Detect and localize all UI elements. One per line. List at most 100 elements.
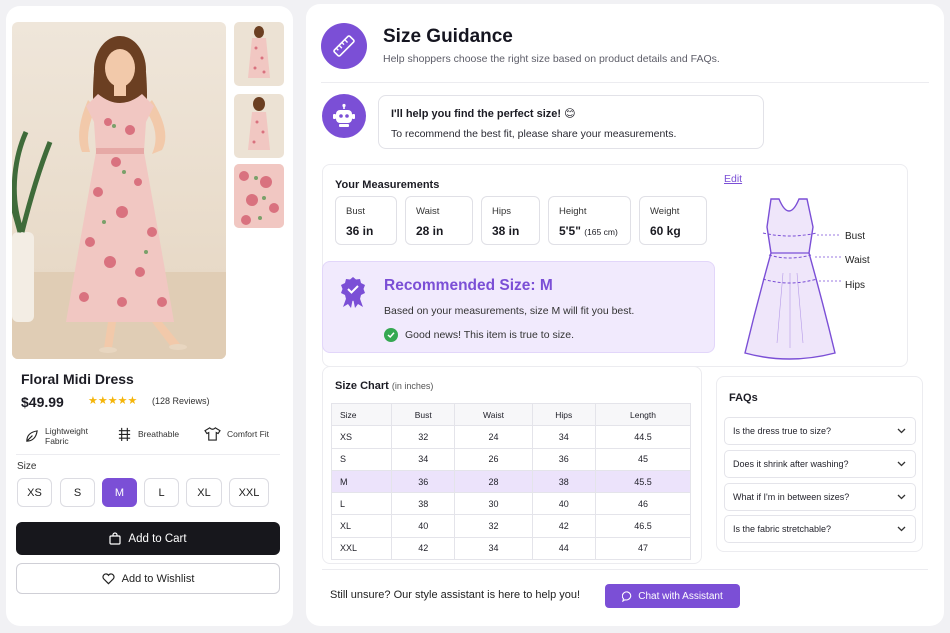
table-cell: 34 <box>390 447 456 471</box>
tshirt-icon <box>204 427 221 441</box>
faq-question: Is the dress true to size? <box>733 426 832 436</box>
chevron-down-icon <box>897 494 906 500</box>
measurement-label: Waist <box>416 206 440 217</box>
product-title: Floral Midi Dress <box>21 371 134 387</box>
measurement-label: Bust <box>346 206 366 217</box>
recommended-size-card: Recommended Size: M Based on your measur… <box>322 261 715 353</box>
feature-breathable: Breathable <box>117 426 179 441</box>
size-option-xs[interactable]: XS <box>17 478 52 507</box>
table-row: S 34 26 36 45 <box>331 447 692 471</box>
table-cell: 42 <box>390 536 456 561</box>
recommended-size-title: Recommended Size: M <box>384 277 553 294</box>
measurement-value: 28 in <box>416 224 444 238</box>
feature-comfort-fit: Comfort Fit <box>204 426 269 441</box>
faq-title: FAQs <box>729 392 758 404</box>
table-cell: 46 <box>594 492 692 516</box>
table-cell: L <box>331 492 392 516</box>
diagram-label-bust: Bust <box>845 231 866 242</box>
measurement-label: Hips <box>492 206 512 217</box>
size-chart-card: Size Chart (in inches) Size Bust Waist H… <box>322 366 702 564</box>
size-option-xxl[interactable]: XXL <box>229 478 269 507</box>
feature-label: Comfort Fit <box>227 428 270 439</box>
product-main-image <box>12 22 226 359</box>
measurement-label: Weight <box>650 206 680 217</box>
table-cell: 32 <box>454 514 533 538</box>
product-price: $49.99 <box>21 394 64 410</box>
chat-button-label: Chat with Assistant <box>638 590 723 602</box>
column-header: Bust <box>390 402 456 427</box>
table-cell: 30 <box>454 492 533 516</box>
measurements-title: Your Measurements <box>335 179 440 191</box>
assistant-prompt-text: Still unsure? Our style assistant is her… <box>330 589 581 601</box>
table-cell: 42 <box>531 514 596 538</box>
faq-item[interactable]: Is the fabric stretchable? <box>724 515 916 543</box>
measurement-value: 5'5" (165 cm) <box>559 224 618 238</box>
table-cell: M <box>331 469 392 494</box>
shopping-bag-icon <box>109 532 122 545</box>
add-to-wishlist-label: Add to Wishlist <box>121 572 195 585</box>
add-to-wishlist-button[interactable]: Add to Wishlist <box>16 563 280 594</box>
assistant-message: I'll help you find the perfect size! 😊 T… <box>378 95 764 149</box>
table-cell: S <box>331 447 392 471</box>
size-chart-units: (in inches) <box>391 381 434 391</box>
table-cell: 46.5 <box>594 514 692 538</box>
product-thumbnail-3[interactable] <box>234 164 284 228</box>
size-option-xl[interactable]: XL <box>186 478 222 507</box>
table-cell: 44.5 <box>594 425 692 449</box>
faq-question: Does it shrink after washing? <box>733 459 849 469</box>
robot-icon <box>322 94 366 138</box>
faq-item[interactable]: What if I'm in between sizes? <box>724 483 916 511</box>
dress-diagram <box>744 198 841 360</box>
size-chart-title: Size Chart (in inches) <box>335 380 433 392</box>
faq-item[interactable]: Is the dress true to size? <box>724 417 916 445</box>
column-header: Length <box>594 402 692 427</box>
reviews-count[interactable]: (128 Reviews) <box>152 396 210 406</box>
measurement-value: 36 in <box>346 224 374 238</box>
chevron-down-icon <box>897 461 906 467</box>
chevron-down-icon <box>897 428 906 434</box>
measurement-label: Height <box>559 206 587 217</box>
true-to-size-text: Good news! This item is true to size. <box>405 329 575 341</box>
assistant-greeting: I'll help you find the perfect size! 😊 <box>391 108 576 120</box>
feature-label: Breathable <box>138 428 180 439</box>
divider <box>16 454 280 455</box>
award-badge-icon <box>341 277 365 308</box>
chat-bubble-icon <box>622 590 632 602</box>
heart-icon <box>102 572 115 584</box>
faq-question: What if I'm in between sizes? <box>733 492 850 502</box>
product-panel: Floral Midi Dress $49.99 ★★★★★ (128 Revi… <box>6 6 293 626</box>
size-option-l[interactable]: L <box>144 478 179 507</box>
table-cell: 26 <box>454 447 533 471</box>
size-guidance-panel: Size Guidance Help shoppers choose the r… <box>306 4 944 626</box>
add-to-cart-label: Add to Cart <box>128 532 187 545</box>
measurement-weight: Weight 60 kg <box>639 196 707 245</box>
table-cell: 44 <box>531 536 596 561</box>
table-cell: 36 <box>531 447 596 471</box>
product-thumbnail-1[interactable] <box>234 22 284 86</box>
size-chart-table: Size Bust Waist Hips Length XS 32 24 34 44.5… <box>331 402 692 561</box>
size-option-s[interactable]: S <box>60 478 95 507</box>
table-cell: 28 <box>454 469 533 494</box>
table-row-highlighted: M 36 28 38 45.5 <box>331 469 692 494</box>
table-row: XS 32 24 34 44.5 <box>331 425 692 449</box>
measurement-bust: Bust 36 in <box>335 196 397 245</box>
measurement-hips: Hips 38 in <box>481 196 540 245</box>
size-option-m[interactable]: M <box>102 478 137 507</box>
page-subtitle: Help shoppers choose the right size base… <box>383 53 720 65</box>
table-cell: 34 <box>454 536 533 561</box>
size-chart-heading: Size Chart <box>335 380 389 392</box>
measurement-waist: Waist 28 in <box>405 196 473 245</box>
table-cell: XXL <box>331 536 392 561</box>
faq-item[interactable]: Does it shrink after washing? <box>724 450 916 478</box>
product-thumbnail-2[interactable] <box>234 94 284 158</box>
diagram-label-hips: Hips <box>845 280 866 291</box>
add-to-cart-button[interactable]: Add to Cart <box>16 522 280 555</box>
table-cell: 24 <box>454 425 533 449</box>
chat-with-assistant-button[interactable]: Chat with Assistant <box>605 584 740 608</box>
edit-measurements-link[interactable]: Edit <box>724 173 743 185</box>
divider <box>322 569 928 570</box>
table-cell: 40 <box>390 514 456 538</box>
ruler-icon <box>321 23 367 69</box>
rating-stars: ★★★★★ <box>88 395 138 407</box>
column-header: Waist <box>454 402 533 427</box>
